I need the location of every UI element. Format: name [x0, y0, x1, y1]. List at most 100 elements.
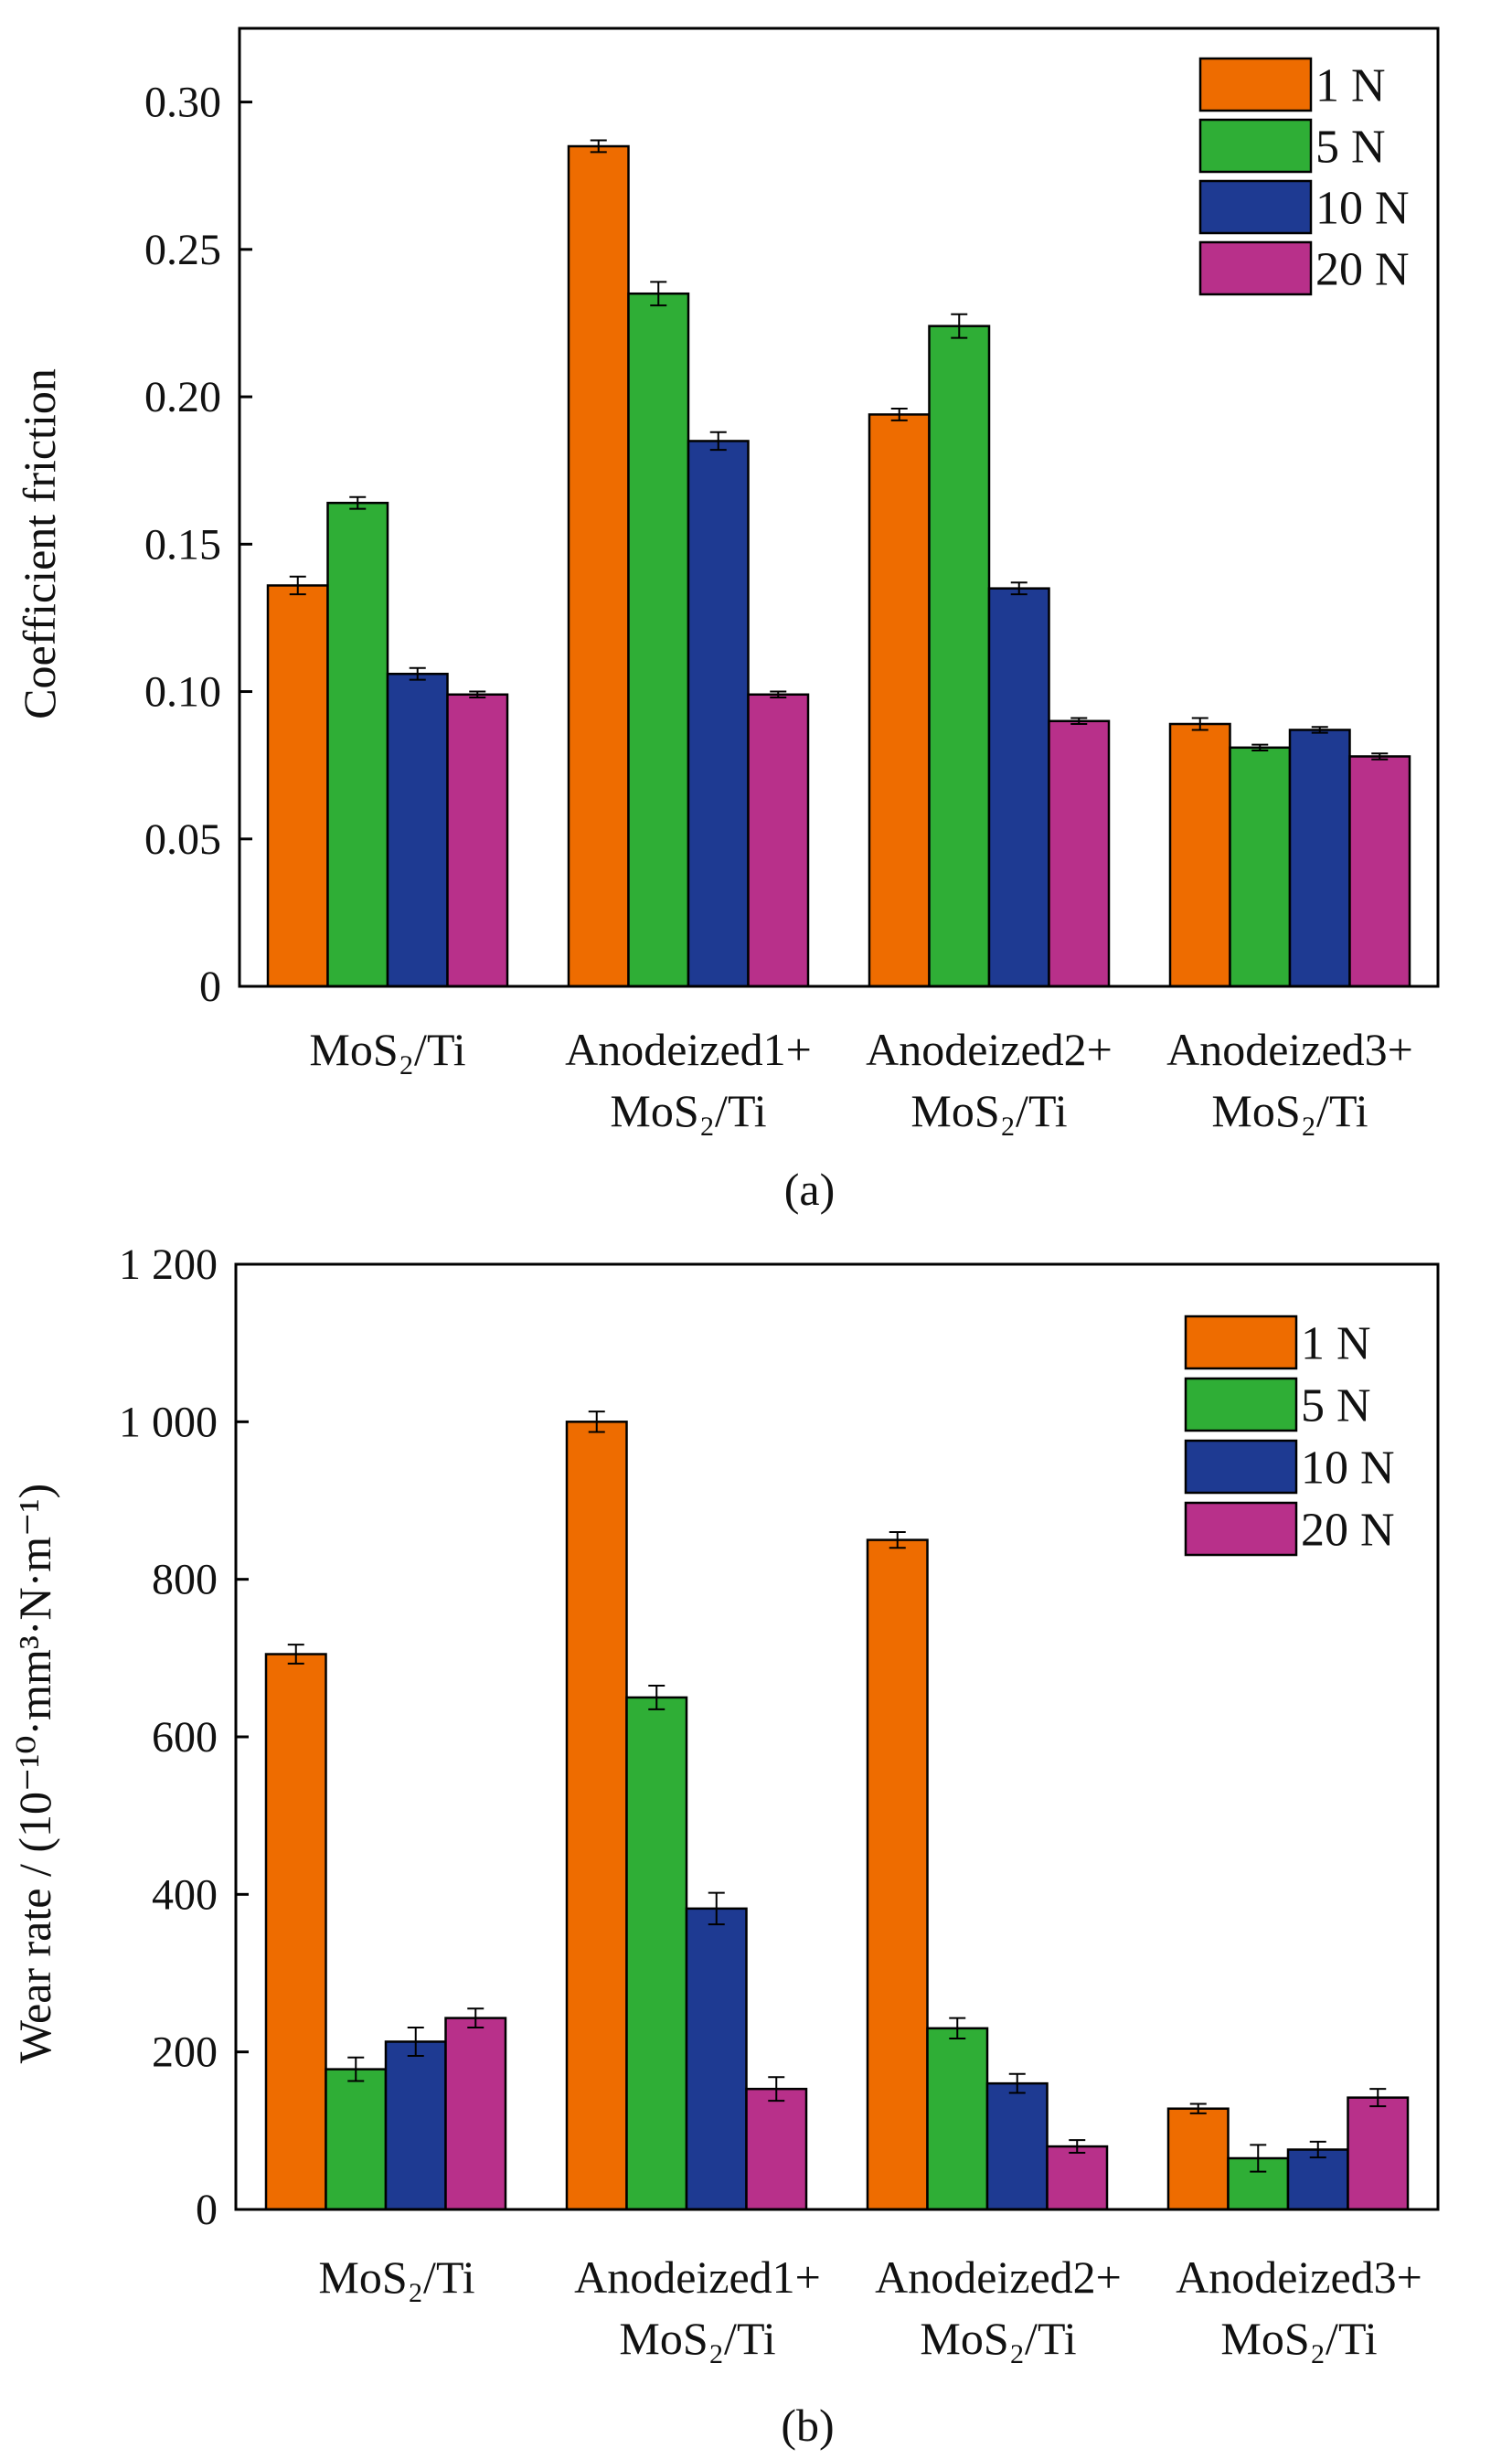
legend-swatch [1198, 240, 1313, 296]
category-label: Anodeized3+ [1166, 1024, 1413, 1075]
bar-5N-2 [928, 325, 991, 988]
error-bar [951, 313, 968, 339]
y-tick-label: 400 [152, 1870, 218, 1919]
error-bar [467, 2007, 484, 2028]
category-label: Anodeized1+ [574, 2251, 821, 2303]
y-axis-label: Wear rate / (10⁻¹⁰·mm³·N·m⁻¹) [9, 1484, 60, 2063]
error-bar [407, 2026, 424, 2057]
category-label: MoS₂/Ti [318, 2251, 474, 2303]
legend-label: 10 N [1301, 1442, 1395, 1495]
legend-swatch [1184, 1439, 1298, 1495]
category-label: MoS₂/Ti [309, 1024, 465, 1075]
chart-panel-b: 0 200 400 600 800 1 000 1 200 Wear rate / (10⁻¹… [9, 1240, 1440, 2451]
error-bar [1251, 743, 1269, 752]
error-bar [889, 1530, 906, 1549]
bar-20N-3 [1348, 755, 1411, 988]
bar-5N-1 [625, 1696, 688, 2211]
error-bar [1069, 2139, 1086, 2154]
bar-20N-0 [444, 2017, 507, 2211]
y-tick-label: 200 [152, 2028, 218, 2077]
bar-10N-1 [685, 1907, 748, 2211]
bar-10N-3 [1286, 2148, 1349, 2211]
error-bar [1191, 717, 1209, 731]
error-bar [949, 2017, 966, 2040]
error-bar [287, 1644, 304, 1665]
legend-label: 20 N [1315, 244, 1410, 296]
error-bar [768, 2076, 785, 2102]
y-axis-label: Coefficient friction [14, 368, 65, 719]
y-tick-label: 800 [152, 1556, 218, 1604]
legend-swatch [1198, 118, 1313, 174]
error-bar [1070, 717, 1088, 726]
category-label: MoS₂/Ti [920, 2313, 1076, 2364]
error-bar [289, 575, 306, 596]
y-tick-label: 1 000 [119, 1398, 218, 1446]
bar-20N-2 [1046, 2145, 1109, 2211]
bar-10N-2 [987, 587, 1050, 988]
legend-swatch [1198, 179, 1313, 235]
legend-swatch [1198, 57, 1313, 112]
bar-20N-3 [1347, 2096, 1410, 2211]
chart-panel-a: 0 0.05 0.10 0.15 0.20 0.25 0.30 Coefficient fri… [14, 27, 1440, 1215]
category-label: MoS₂/Ti [610, 1085, 766, 1136]
error-bar [1189, 2102, 1207, 2114]
bar-1N-2 [866, 1538, 929, 2211]
bar-10N-2 [985, 2081, 1049, 2211]
bar-1N-0 [264, 1653, 327, 2211]
bar-10N-0 [386, 672, 449, 988]
y-tick-label: 0.20 [144, 373, 221, 421]
legend-swatch [1184, 1377, 1298, 1432]
category-label: Anodeized2+ [866, 1024, 1113, 1075]
error-bar [588, 1410, 605, 1433]
error-bar [709, 431, 727, 452]
bar-5N-0 [326, 501, 389, 988]
error-bar [1311, 726, 1328, 734]
category-label: MoS₂/Ti [1220, 2313, 1377, 2364]
bar-20N-2 [1048, 719, 1111, 988]
bar-5N-1 [627, 292, 690, 988]
error-bar [708, 1891, 725, 1926]
category-label: Anodeized3+ [1176, 2251, 1422, 2303]
bar-1N-0 [266, 584, 329, 988]
y-tick-label: 0.25 [144, 226, 221, 274]
bar-1N-3 [1168, 722, 1231, 988]
error-bar [1008, 2072, 1026, 2094]
bar-20N-1 [747, 693, 810, 988]
error-bar [650, 281, 667, 307]
error-bar [469, 690, 486, 698]
bar-20N-0 [446, 693, 509, 988]
error-bar [890, 407, 908, 421]
error-bar [1010, 581, 1028, 596]
category-label: Anodeized1+ [565, 1024, 812, 1075]
error-bar [409, 666, 426, 681]
legend-swatch [1184, 1501, 1298, 1557]
error-bar [1309, 2140, 1326, 2159]
legend-label: 1 N [1315, 60, 1386, 112]
y-tick-label: 0.15 [144, 520, 221, 569]
bar-1N-1 [565, 1421, 628, 2211]
y-tick-label: 0.30 [144, 79, 221, 127]
y-tick-label: 600 [152, 1713, 218, 1762]
bar-5N-2 [926, 2027, 989, 2211]
legend-label: 20 N [1301, 1505, 1395, 1557]
bar-1N-1 [567, 144, 630, 988]
y-tick-label: 0 [196, 2186, 218, 2234]
bar-5N-3 [1229, 746, 1292, 988]
error-bar [648, 1684, 665, 1710]
error-bar [349, 495, 367, 510]
error-bar [347, 2056, 365, 2082]
y-tick-label: 0 [199, 963, 221, 1011]
error-bar [1250, 2144, 1267, 2173]
category-label: MoS₂/Ti [910, 1085, 1067, 1136]
category-label: Anodeized2+ [875, 2251, 1122, 2303]
error-bar [1369, 2088, 1387, 2108]
category-label: MoS₂/Ti [619, 2313, 775, 2364]
legend-label: 5 N [1315, 122, 1386, 174]
panel-label: (b) [781, 2400, 834, 2451]
legend-swatch [1184, 1315, 1298, 1370]
y-tick-label: 0.05 [144, 815, 221, 864]
bar-1N-2 [868, 413, 931, 988]
error-bar [1371, 752, 1389, 761]
bar-5N-0 [325, 2068, 388, 2211]
